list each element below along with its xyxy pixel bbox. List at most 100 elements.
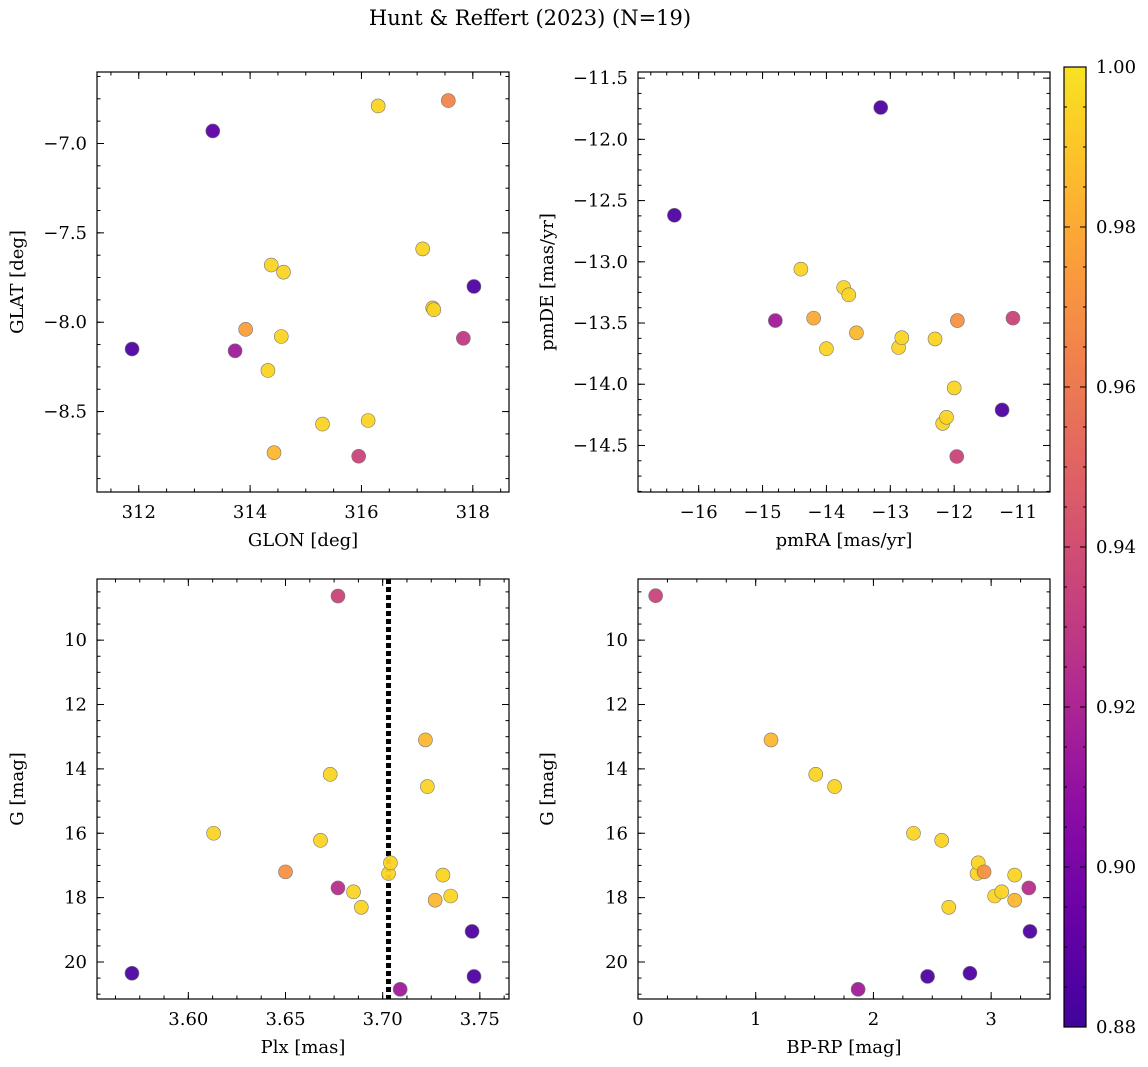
colorbar-tick-label: 0.90 xyxy=(1096,857,1136,878)
colorbar-tick-label: 0.96 xyxy=(1096,377,1136,398)
y-tick-label: −13.5 xyxy=(573,313,628,334)
data-point xyxy=(273,329,289,344)
y-tick-label: −14.0 xyxy=(573,374,628,395)
data-point xyxy=(994,402,1010,418)
x-tick-label: 316 xyxy=(344,502,378,523)
y-tick-label: 12 xyxy=(64,695,87,716)
x-tick-label: 0 xyxy=(632,1009,643,1030)
y-tick-label: 18 xyxy=(605,888,628,909)
x-tick-label: 318 xyxy=(456,502,490,523)
data-point xyxy=(873,100,889,115)
data-point xyxy=(667,207,682,223)
x-tick-label: 314 xyxy=(233,502,267,523)
axes-frame xyxy=(96,71,510,493)
y-tick-label: −8.5 xyxy=(43,402,87,423)
y-tick-label: −14.5 xyxy=(573,435,628,456)
y-tick-label: 20 xyxy=(64,952,87,973)
y-tick-label: 20 xyxy=(605,952,628,973)
axes-frame xyxy=(96,578,510,1000)
y-axis-label: G [mag] xyxy=(7,752,28,825)
data-points xyxy=(648,588,1038,997)
data-point xyxy=(962,965,978,981)
x-tick-label: −12 xyxy=(935,502,973,523)
panel-top-left: 312 314 316 318 −8.5 −8.0 −7.5 −7.0 GLON [deg] GL… xyxy=(7,71,510,551)
data-point xyxy=(415,241,431,257)
data-points xyxy=(124,579,482,999)
data-point xyxy=(205,123,221,139)
x-tick-label: −15 xyxy=(744,502,782,523)
data-point xyxy=(124,965,140,981)
data-point xyxy=(360,413,376,428)
x-axis-label: GLON [deg] xyxy=(248,530,358,551)
data-point xyxy=(906,825,921,841)
data-point xyxy=(793,261,809,277)
colorbar-frame xyxy=(1063,66,1087,1028)
data-point xyxy=(464,924,480,939)
x-tick-label: −11 xyxy=(999,502,1037,523)
data-point xyxy=(808,767,824,782)
data-point xyxy=(1022,924,1038,939)
colorbar-gradient xyxy=(1064,67,1086,1027)
x-axis-label: Plx [mas] xyxy=(261,1037,346,1058)
colorbar-tick-label: 1.00 xyxy=(1096,57,1136,78)
axes-frame xyxy=(637,71,1051,493)
y-tick-label: 18 xyxy=(64,888,87,909)
y-tick-label: −11.5 xyxy=(573,68,628,89)
data-point xyxy=(819,341,834,357)
data-point xyxy=(950,313,965,328)
data-point xyxy=(441,93,456,108)
colorbar-tick-label: 0.92 xyxy=(1096,697,1136,718)
data-point xyxy=(313,833,328,848)
y-tick-label: 14 xyxy=(64,759,87,780)
data-point xyxy=(456,330,471,346)
y-axis-label: G [mag] xyxy=(537,752,558,825)
y-tick-label: 10 xyxy=(64,630,87,651)
data-point xyxy=(939,410,954,425)
data-point xyxy=(927,331,943,347)
data-points xyxy=(124,93,482,464)
colorbar: 0.88 0.90 0.92 0.94 0.96 0.98 1.00 xyxy=(1063,57,1136,1038)
x-axis-label: pmRA [mas/yr] xyxy=(776,530,913,551)
panel-top-right: −16 −15 −14 −13 −12 −11 −14.5 −14.0 −13.5 −13.0 −1… xyxy=(537,68,1051,551)
data-point xyxy=(934,833,950,848)
data-point xyxy=(427,892,443,908)
y-tick-label: −8.0 xyxy=(43,312,87,333)
data-points xyxy=(667,100,1021,464)
data-point xyxy=(466,969,482,984)
data-point xyxy=(315,416,330,432)
data-point xyxy=(443,888,458,904)
y-tick-label: −7.0 xyxy=(43,133,87,154)
x-axis-label: BP-RP [mag] xyxy=(786,1037,901,1058)
data-point xyxy=(206,825,221,841)
x-tick-label: −13 xyxy=(871,502,909,523)
panel-bottom-left: 3.60 3.65 3.70 3.75 10 12 14 16 18 20 Plx [mas] G [… xyxy=(7,578,510,1058)
tick-marks xyxy=(97,579,509,999)
x-tick-label: 312 xyxy=(122,502,156,523)
x-tick-label: 1 xyxy=(750,1009,761,1030)
y-tick-label: 10 xyxy=(605,630,628,651)
data-point xyxy=(768,313,783,328)
data-point xyxy=(346,884,361,900)
y-axis-label: pmDE [mas/yr] xyxy=(537,213,558,351)
data-point xyxy=(370,98,386,114)
x-tick-label: −14 xyxy=(807,502,845,523)
data-point xyxy=(946,380,962,396)
data-point xyxy=(330,588,346,604)
y-tick-label: 12 xyxy=(605,695,628,716)
data-point xyxy=(278,864,293,880)
data-point xyxy=(266,445,282,460)
data-point xyxy=(1007,892,1022,908)
data-point xyxy=(1021,880,1037,896)
data-point xyxy=(435,867,451,883)
data-point xyxy=(466,279,482,294)
x-tick-label: 3.60 xyxy=(168,1009,208,1030)
y-tick-label: 14 xyxy=(605,759,628,780)
figure-title: Hunt & Reffert (2023) (N=19) xyxy=(368,6,692,30)
tick-marks xyxy=(637,579,1051,999)
colorbar-tick-label: 0.98 xyxy=(1096,217,1136,238)
y-axis-label: GLAT [deg] xyxy=(7,230,28,334)
x-tick-label: 3.65 xyxy=(265,1009,305,1030)
data-point xyxy=(124,341,140,357)
